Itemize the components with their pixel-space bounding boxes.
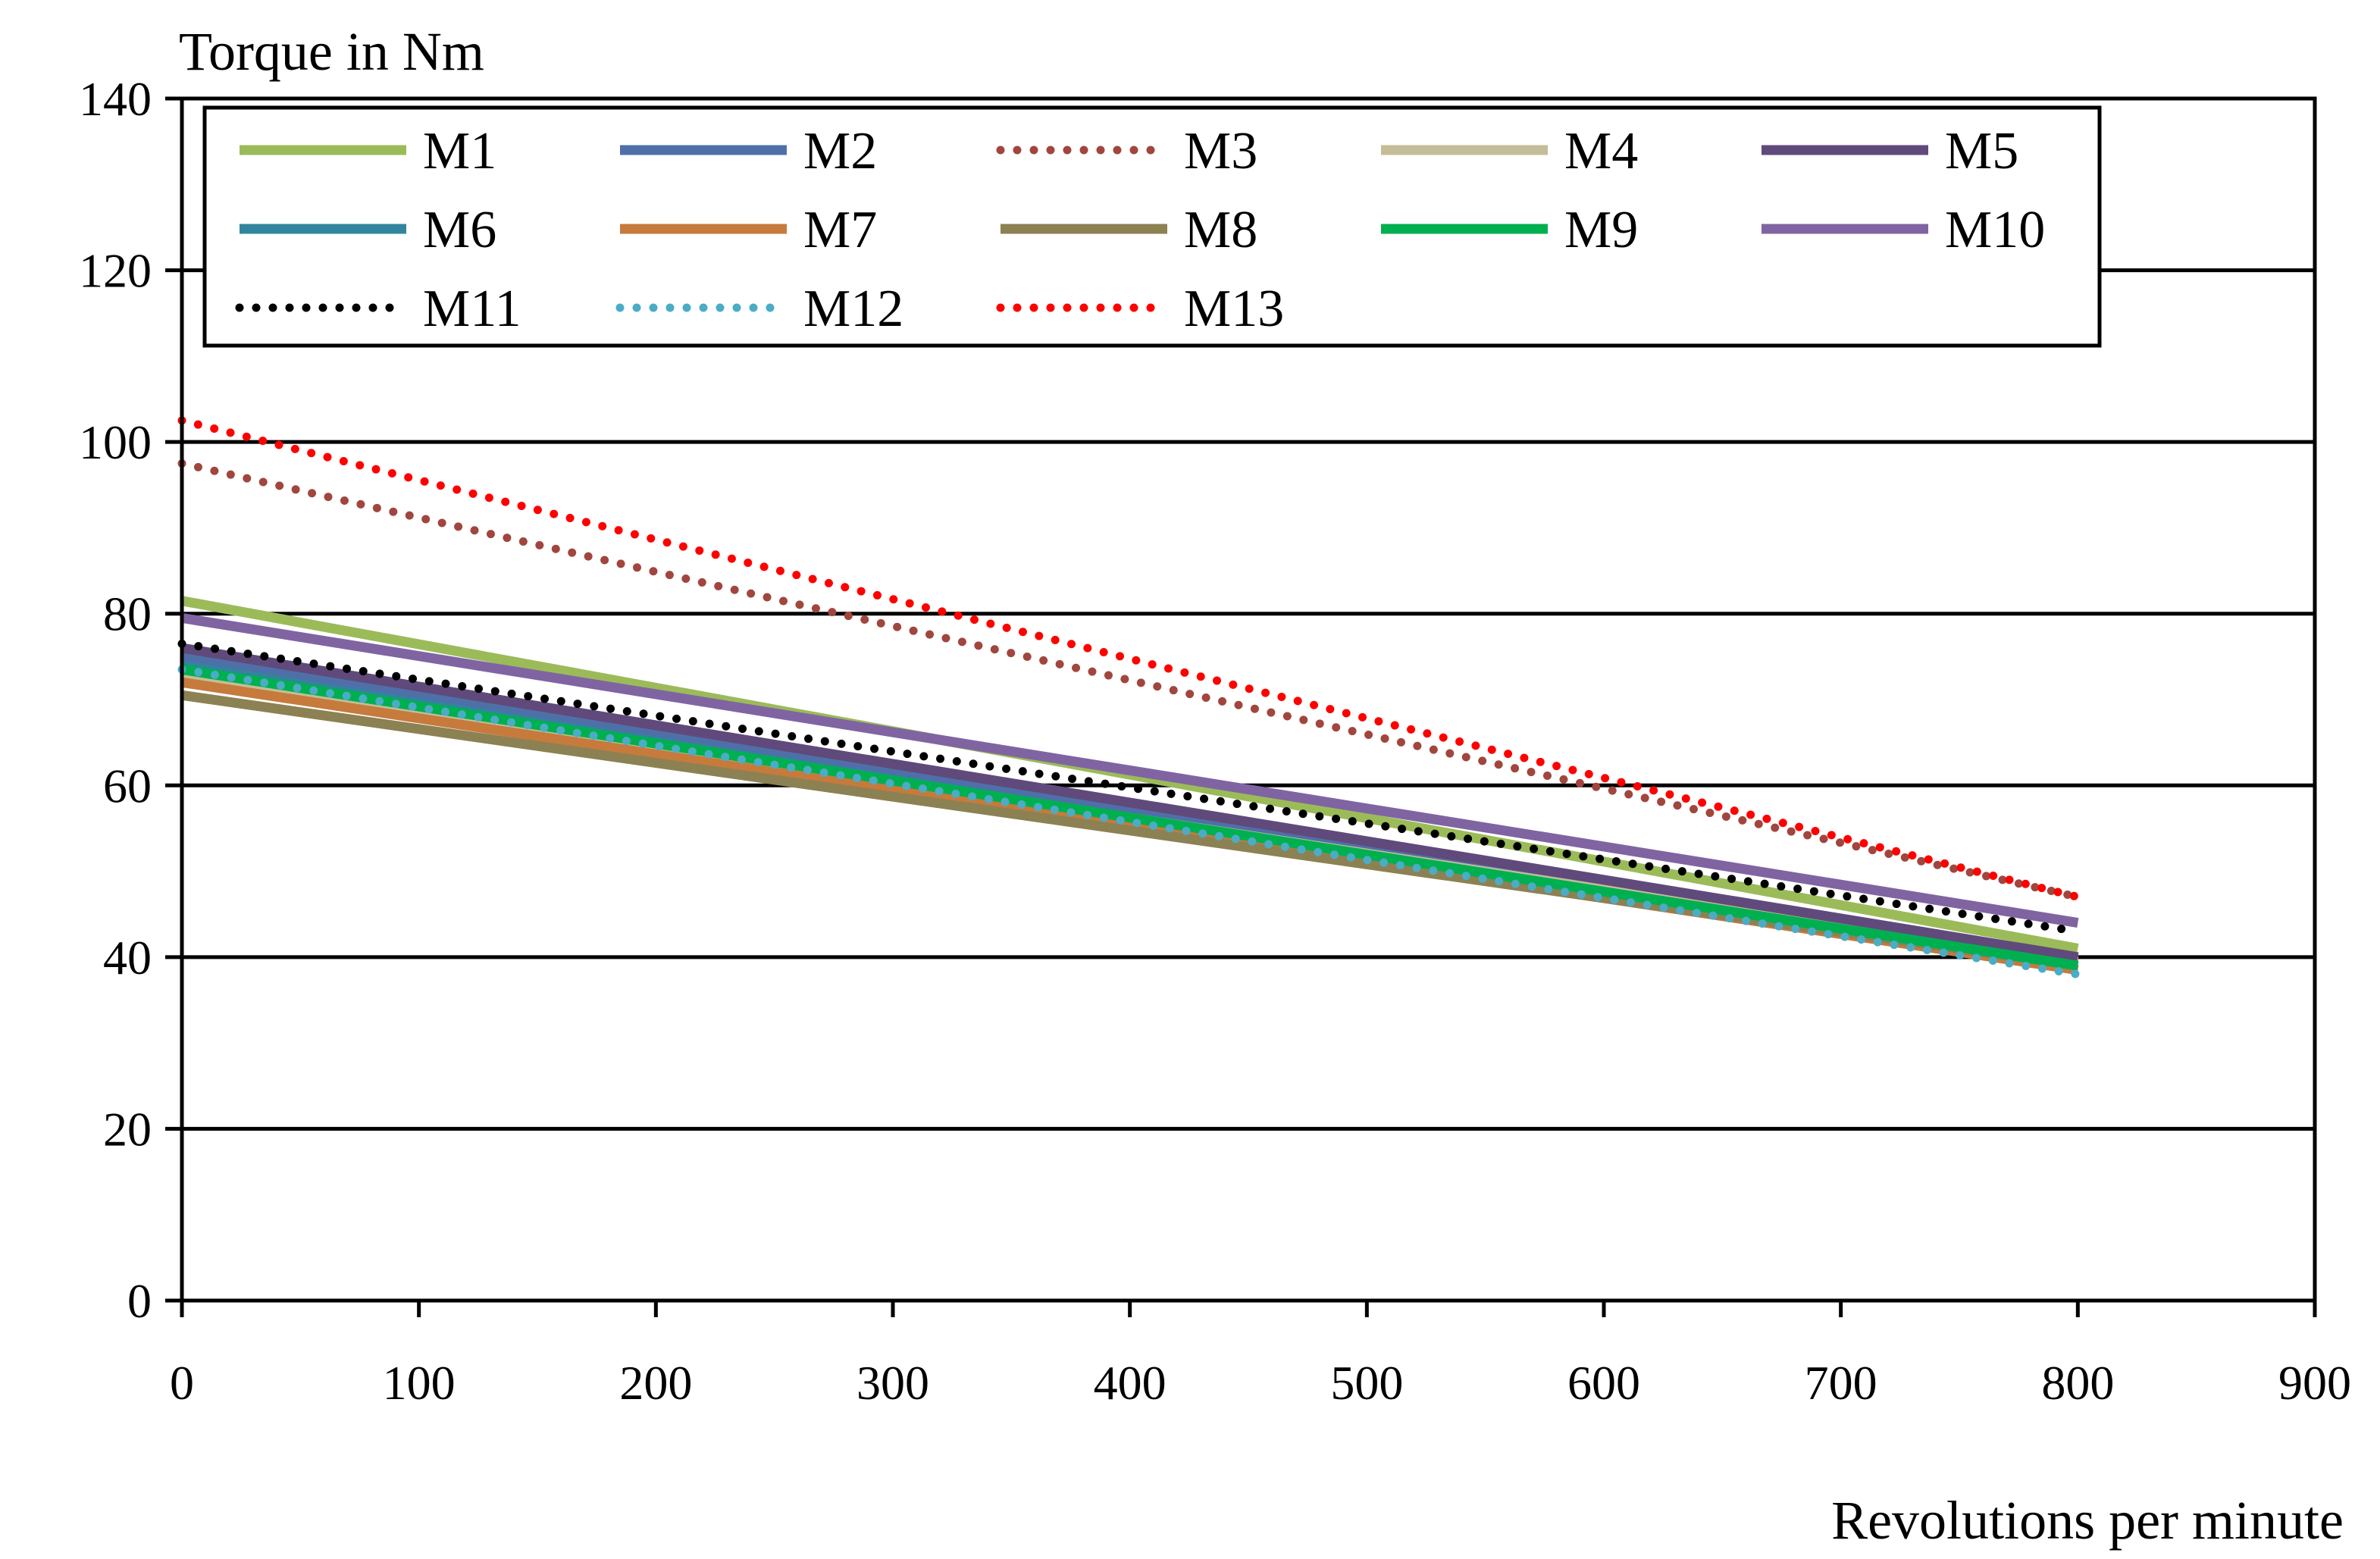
x-tick-label: 500	[1330, 1356, 1403, 1410]
x-tick-label: 900	[2278, 1356, 2351, 1410]
legend-label-m9: M9	[1564, 201, 1638, 259]
legend: M1 M2 M3 M4 M5 M6 M7 M8 M9 M10 M11 M12 M13	[202, 105, 2102, 348]
axes	[165, 96, 2317, 1317]
y-tick-label: 80	[103, 587, 152, 641]
series-line-m10	[180, 612, 2079, 928]
x-tick-label: 100	[383, 1356, 456, 1410]
y-tick-label: 120	[79, 244, 152, 298]
legend-label-m6: M6	[423, 201, 496, 259]
series-line-m3	[177, 459, 2082, 902]
x-tick-label: 0	[170, 1356, 194, 1410]
legend-label-m12: M12	[803, 280, 903, 338]
series-line-m5	[180, 643, 2079, 963]
y-tick-label: 20	[103, 1102, 152, 1156]
legend-label-m10: M10	[1945, 201, 2045, 259]
x-tick-label: 200	[619, 1356, 692, 1410]
legend-label-m4: M4	[1564, 122, 1638, 180]
x-tick-label: 400	[1094, 1356, 1167, 1410]
y-tick-label: 0	[127, 1274, 152, 1328]
y-tick-label: 60	[103, 759, 152, 812]
legend-label-m7: M7	[803, 201, 877, 259]
x-axis-title: Revolutions per minute	[1831, 1490, 2344, 1551]
series-line-m12	[177, 665, 2082, 979]
plot-frame	[180, 96, 2317, 1303]
series-lines	[177, 416, 2082, 979]
x-tick-label: 600	[1567, 1356, 1640, 1410]
x-tick-label: 700	[1805, 1356, 1877, 1410]
y-tick-label: 40	[103, 931, 152, 985]
y-tick-label: 100	[79, 415, 152, 469]
legend-label-m2: M2	[803, 122, 877, 180]
series-line-m11	[177, 639, 2082, 936]
x-tick-label: 800	[2041, 1356, 2114, 1410]
legend-label-m3: M3	[1184, 122, 1257, 180]
legend-label-m13: M13	[1184, 280, 1284, 338]
legend-label-m11: M11	[423, 280, 521, 338]
legend-label-m1: M1	[423, 122, 496, 180]
tick-labels: 0 20 40 60 80 100 120 140 0 100 200 300 400 500 600 700…	[79, 72, 2351, 1410]
y-axis-title: Torque in Nm	[179, 21, 484, 82]
legend-label-m5: M5	[1945, 122, 2018, 180]
x-tick-label: 300	[856, 1356, 929, 1410]
series-line-m9	[180, 664, 2079, 971]
legend-label-m8: M8	[1184, 201, 1257, 259]
y-tick-label: 140	[79, 72, 152, 126]
